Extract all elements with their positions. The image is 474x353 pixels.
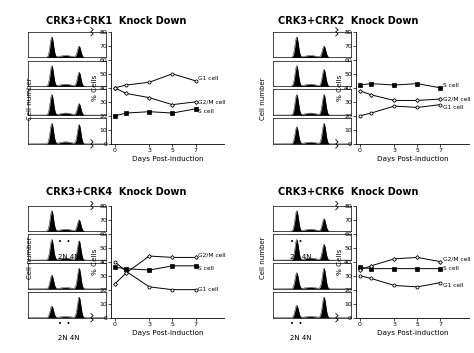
- Text: G1 cell: G1 cell: [199, 287, 219, 292]
- Text: 2N 4N: 2N 4N: [58, 335, 80, 341]
- Text: G2/M cell: G2/M cell: [443, 256, 471, 261]
- Text: G1 cell: G1 cell: [199, 76, 219, 80]
- Text: S cell: S cell: [443, 83, 459, 88]
- Text: CRK3+CRK1  Knock Down: CRK3+CRK1 Knock Down: [46, 16, 186, 26]
- Text: 7d: 7d: [114, 126, 124, 136]
- Text: 5d: 5d: [359, 271, 369, 281]
- Text: S cell: S cell: [443, 266, 459, 271]
- Text: Cell number: Cell number: [260, 78, 266, 120]
- Text: Cell number: Cell number: [27, 237, 33, 279]
- Text: CRK3+CRK6  Knock Down: CRK3+CRK6 Knock Down: [278, 187, 419, 197]
- Text: G2/M cell: G2/M cell: [443, 97, 471, 102]
- X-axis label: Days Post-induction: Days Post-induction: [132, 330, 203, 336]
- Text: Cell number: Cell number: [260, 237, 266, 279]
- Text: Cell number: Cell number: [27, 78, 33, 120]
- Text: 2N 4N: 2N 4N: [290, 254, 312, 260]
- Text: 3d: 3d: [359, 69, 369, 78]
- Y-axis label: % Cells: % Cells: [92, 74, 98, 101]
- Text: G2/M cell: G2/M cell: [199, 252, 226, 257]
- Text: 7d: 7d: [114, 300, 124, 309]
- Text: 5d: 5d: [114, 271, 124, 281]
- Text: G2/M cell: G2/M cell: [199, 99, 226, 104]
- Text: 2N 4N: 2N 4N: [58, 254, 80, 260]
- Text: 7d: 7d: [359, 126, 369, 136]
- Text: G1 cell: G1 cell: [443, 283, 464, 288]
- Text: G1 cell: G1 cell: [443, 105, 464, 110]
- Y-axis label: % Cells: % Cells: [337, 249, 343, 275]
- Text: 3d: 3d: [114, 243, 124, 252]
- Text: 5d: 5d: [359, 98, 369, 107]
- Text: •  •: • •: [58, 321, 70, 327]
- Text: •  •: • •: [290, 321, 302, 327]
- Text: 0d: 0d: [114, 40, 124, 49]
- Y-axis label: % Cells: % Cells: [92, 249, 98, 275]
- X-axis label: Days Post-induction: Days Post-induction: [377, 330, 448, 336]
- Text: 0d: 0d: [359, 40, 369, 49]
- Text: 7d: 7d: [359, 300, 369, 309]
- Text: S cell: S cell: [199, 109, 214, 114]
- Text: CRK3+CRK4  Knock Down: CRK3+CRK4 Knock Down: [46, 187, 186, 197]
- Text: S cell: S cell: [199, 266, 214, 271]
- Text: CRK3+CRK2  Knock Down: CRK3+CRK2 Knock Down: [278, 16, 419, 26]
- Text: 3d: 3d: [114, 69, 124, 78]
- Y-axis label: % Cells: % Cells: [337, 74, 343, 101]
- Text: •  •: • •: [58, 239, 70, 245]
- Text: 0d: 0d: [359, 214, 369, 223]
- Text: 5d: 5d: [114, 98, 124, 107]
- X-axis label: Days Post-induction: Days Post-induction: [132, 156, 203, 162]
- Text: 3d: 3d: [359, 243, 369, 252]
- Text: •  •: • •: [290, 239, 302, 245]
- Text: 0d: 0d: [114, 214, 124, 223]
- X-axis label: Days Post-induction: Days Post-induction: [377, 156, 448, 162]
- Text: 2N 4N: 2N 4N: [290, 335, 312, 341]
